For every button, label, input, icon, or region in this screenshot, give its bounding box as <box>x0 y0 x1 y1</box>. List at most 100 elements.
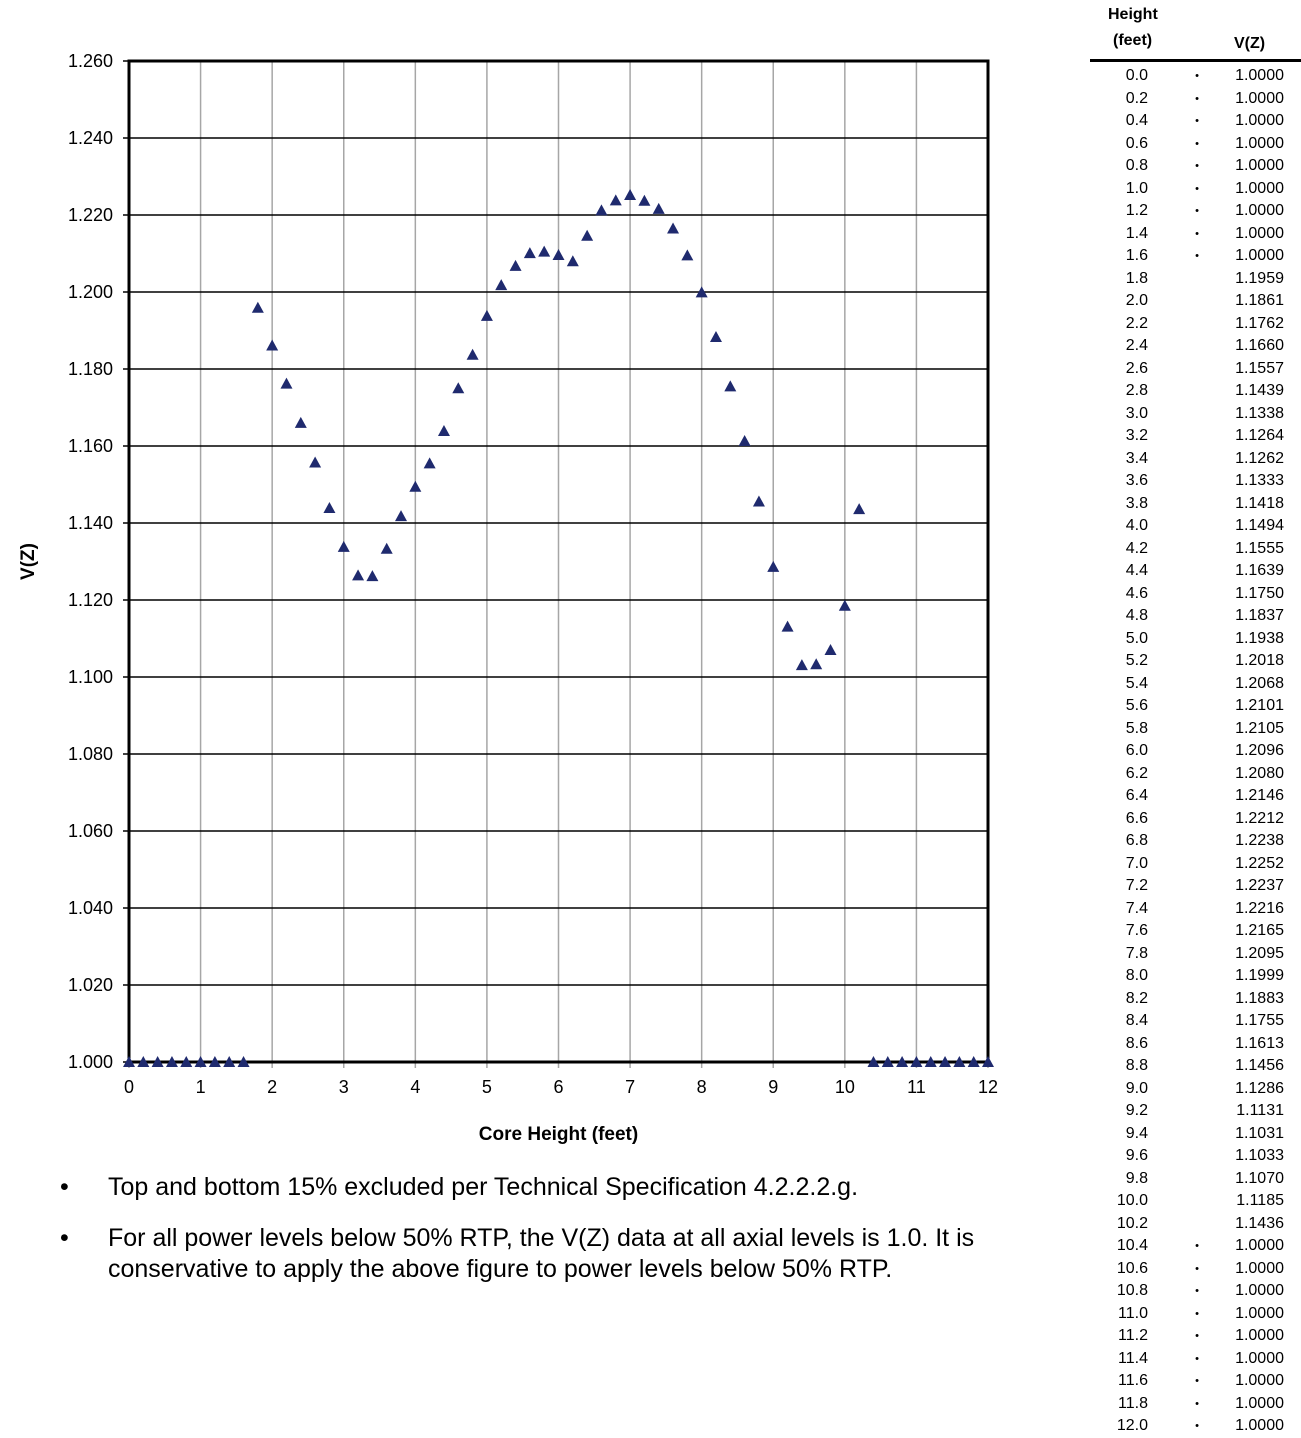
table-cell-vz: 1.1755 <box>1235 1012 1284 1029</box>
table-row: 11.8 • 1.0000 <box>1088 1393 1301 1416</box>
table-cell-height: 0.4 <box>1125 112 1148 129</box>
table-cell-vz: 1.1999 <box>1235 967 1284 984</box>
data-point <box>123 1056 135 1067</box>
table-row: 1.4 • 1.0000 <box>1088 223 1301 246</box>
table-cell-vz: 1.2237 <box>1235 877 1284 894</box>
data-point <box>609 194 622 206</box>
data-point <box>452 382 465 394</box>
table-cell-vz: 1.1639 <box>1235 562 1284 579</box>
table-row: 9.6 1.1033 <box>1088 1145 1301 1168</box>
data-point <box>466 348 479 360</box>
data-point <box>982 1056 994 1067</box>
table-row: 10.4 • 1.0000 <box>1088 1235 1301 1258</box>
table-row: 1.0 • 1.0000 <box>1088 178 1301 201</box>
table-row: 7.8 1.2095 <box>1088 943 1301 966</box>
table-cell-vz: 1.0000 <box>1235 202 1284 219</box>
y-tick-label: 1.080 <box>68 744 113 764</box>
table-cell-height: 6.6 <box>1125 809 1148 827</box>
x-tick-label: 5 <box>482 1077 492 1097</box>
table-row: 3.0 1.1338 <box>1088 403 1301 426</box>
table-cell-vz: 1.1959 <box>1235 269 1284 287</box>
data-point <box>738 434 751 446</box>
table-row: 10.2 1.1436 <box>1088 1213 1301 1236</box>
table-row: 8.0 1.1999 <box>1088 965 1301 988</box>
table-header-rule <box>1090 59 1301 62</box>
data-point <box>165 1056 178 1067</box>
data-point <box>280 377 293 389</box>
table-cell-vz: 1.2105 <box>1235 719 1284 737</box>
x-tick-label: 8 <box>697 1077 707 1097</box>
data-point <box>495 279 508 291</box>
data-point <box>638 194 651 206</box>
table-cell-vz: 1.2146 <box>1235 787 1284 804</box>
y-tick-label: 1.180 <box>68 359 113 379</box>
table-cell-height: 6.4 <box>1125 787 1148 804</box>
x-tick-label: 10 <box>835 1077 855 1097</box>
table-row: 5.8 1.2105 <box>1088 718 1301 741</box>
table-cell-vz: 1.2238 <box>1235 832 1284 849</box>
table-row: 11.4 • 1.0000 <box>1088 1348 1301 1371</box>
table-cell-vz: 1.2095 <box>1235 944 1284 962</box>
table-cell-vz: 1.1555 <box>1235 539 1284 557</box>
table-row: 2.0 1.1861 <box>1088 290 1301 313</box>
table-row: 3.2 1.1264 <box>1088 425 1301 448</box>
horizontal-gridlines <box>123 60 988 1063</box>
table-cell-vz: 1.1883 <box>1235 989 1284 1007</box>
x-tick-label: 7 <box>625 1077 635 1097</box>
table-row: 1.8 1.1959 <box>1088 268 1301 291</box>
table-cell-bullet: • <box>1195 205 1199 217</box>
table-header-height-unit: (feet) <box>1113 32 1153 49</box>
table-cell-vz: 1.0000 <box>1235 67 1284 84</box>
table-cell-vz: 1.2018 <box>1235 652 1284 669</box>
table-cell-bullet: • <box>1195 137 1199 150</box>
data-point <box>423 457 436 469</box>
table-row: 4.0 1.1494 <box>1088 515 1301 538</box>
table-row: 5.0 1.1938 <box>1088 628 1301 651</box>
table-cell-bullet: • <box>1195 182 1199 195</box>
data-point <box>151 1056 164 1067</box>
table-row: 2.6 1.1557 <box>1088 358 1301 381</box>
table-row: 9.4 1.1031 <box>1088 1123 1301 1146</box>
table-cell-vz: 1.0000 <box>1235 1394 1284 1412</box>
table-cell-vz: 1.2096 <box>1235 742 1284 759</box>
table-cell-height: 10.0 <box>1116 1192 1148 1209</box>
table-row: 11.0 • 1.0000 <box>1088 1303 1301 1326</box>
data-point <box>208 1056 221 1067</box>
table-cell-vz: 1.1418 <box>1235 494 1284 512</box>
data-point <box>967 1056 980 1067</box>
x-tick-label: 9 <box>768 1077 778 1097</box>
table-cell-vz: 1.0000 <box>1235 1372 1284 1389</box>
data-point <box>480 309 493 321</box>
data-point <box>552 249 565 261</box>
table-row: 4.6 1.1750 <box>1088 583 1301 606</box>
table-cell-vz: 1.0000 <box>1235 224 1284 242</box>
table-cell-vz: 1.1613 <box>1235 1034 1284 1052</box>
table-cell-height: 10.4 <box>1116 1237 1148 1254</box>
table-cell-bullet: • <box>1195 1330 1199 1342</box>
table-row: 3.4 1.1262 <box>1088 448 1301 471</box>
table-cell-height: 9.6 <box>1125 1147 1148 1164</box>
table-row: 3.8 1.1418 <box>1088 493 1301 516</box>
data-point <box>624 188 637 200</box>
table-cell-vz: 1.0000 <box>1235 1237 1284 1254</box>
table-body: 0.0 • 1.0000 0.2 • 1.0000 0.4 • 1.0000 0.6 • 1.0000… <box>1088 65 1301 1438</box>
x-tick-label: 12 <box>978 1077 998 1097</box>
table-row: 7.6 1.2165 <box>1088 920 1301 943</box>
table-row: 5.6 1.2101 <box>1088 695 1301 718</box>
table-cell-height: 11.2 <box>1118 1327 1148 1344</box>
table-cell-height: 8.0 <box>1125 967 1148 984</box>
data-point <box>380 542 393 554</box>
table-row: 7.4 1.2216 <box>1088 898 1301 921</box>
data-point <box>896 1056 909 1067</box>
data-point <box>652 202 665 214</box>
table-header-height: Height <box>1108 6 1158 23</box>
table-cell-vz: 1.1762 <box>1235 314 1284 332</box>
data-point <box>795 659 808 671</box>
table-cell-vz: 1.1286 <box>1235 1079 1284 1097</box>
data-point <box>251 301 264 313</box>
data-point <box>709 331 722 343</box>
note-item: For all power levels below 50% RTP, the … <box>60 1223 1040 1285</box>
vz-chart: 0 1 2 3 4 5 6 7 8 9 10 11 12 1.0001.0201.0401.0601.0… <box>18 51 998 1145</box>
data-point <box>566 255 579 267</box>
table-cell-height: 1.0 <box>1125 179 1148 197</box>
